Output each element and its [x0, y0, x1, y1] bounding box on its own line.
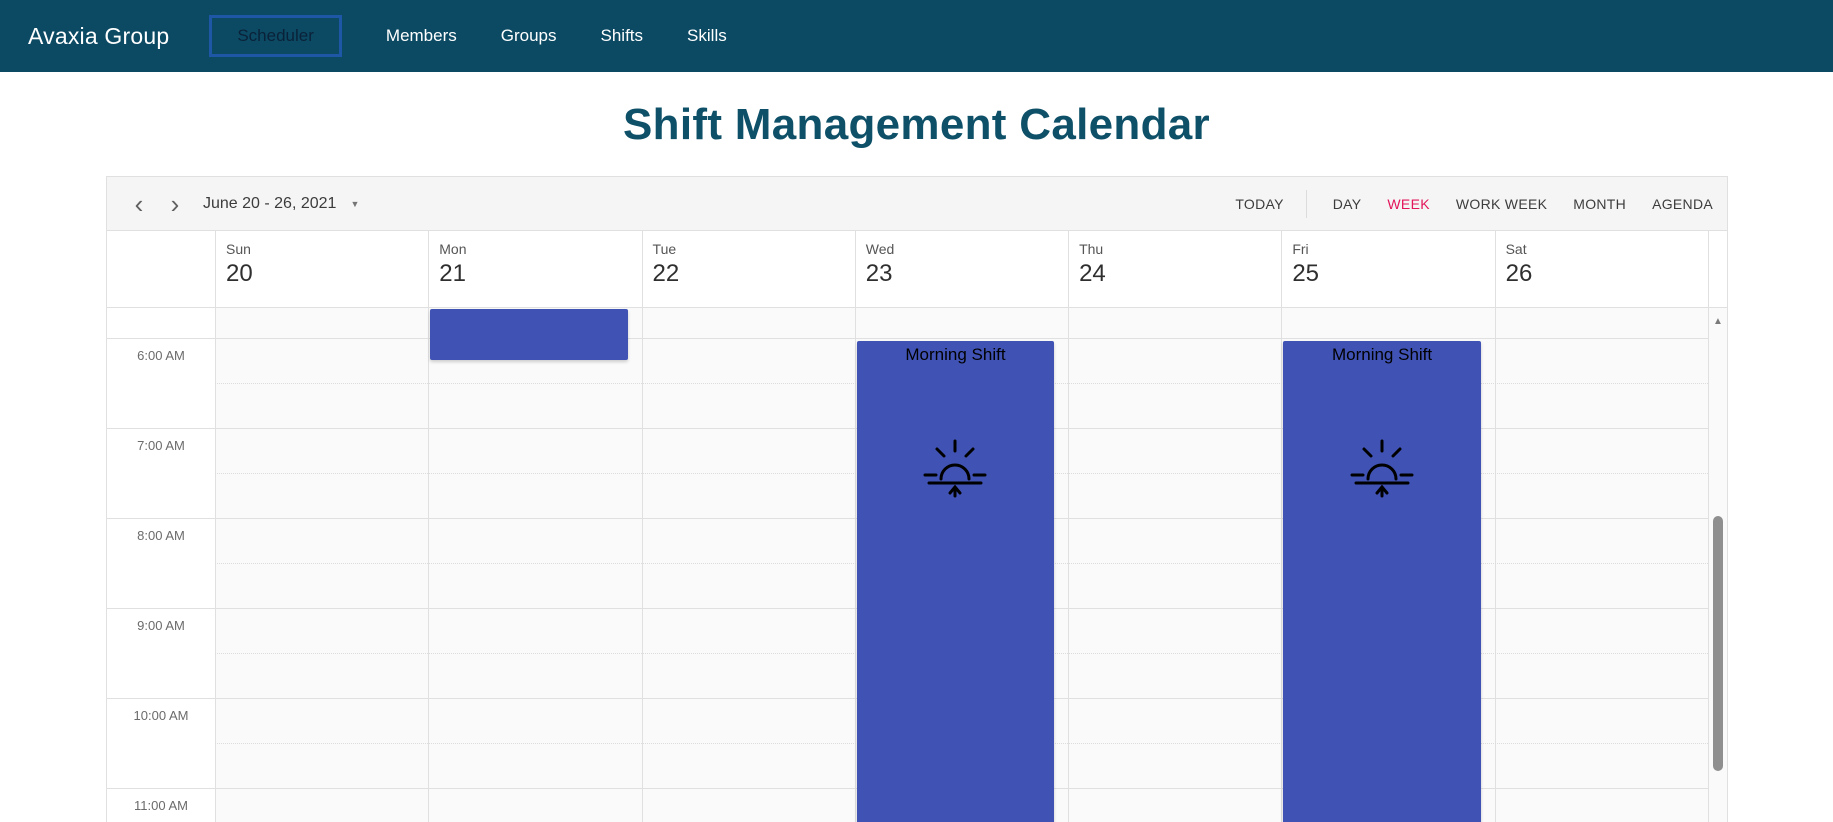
- day-name: Fri: [1292, 241, 1309, 257]
- day-header-row: Sun 20 Mon 21 Tue 22 Wed 23 Thu 24 Fri 25 Sat 26: [107, 231, 1727, 308]
- day-header-thu[interactable]: Thu 24: [1068, 231, 1281, 307]
- nav-item-groups[interactable]: Groups: [500, 26, 557, 45]
- header-gutter: [107, 231, 215, 307]
- chevron-right-icon: ›: [170, 188, 180, 219]
- brand-title: Avaxia Group: [28, 22, 170, 49]
- day-number: 25: [1292, 260, 1320, 287]
- scheduler-toolbar: ‹ › June 20 - 26, 2021 ▼ TODAY DAY WEEK WOR…: [107, 177, 1727, 231]
- day-column-tue[interactable]: [641, 308, 855, 822]
- hour-line: [107, 338, 1708, 339]
- day-header-wed[interactable]: Wed 23: [854, 231, 1068, 307]
- day-number: 21: [439, 260, 466, 287]
- event-title: Morning Shift: [1331, 345, 1433, 364]
- time-label: 8:00 AM: [137, 528, 185, 543]
- day-number: 23: [865, 260, 893, 287]
- sunrise-icon: [917, 433, 993, 504]
- time-label: 6:00 AM: [137, 348, 185, 363]
- header-scrollbar-spacer: [1707, 231, 1727, 307]
- day-number: 24: [1079, 260, 1106, 287]
- view-work-week-button[interactable]: WORK WEEK: [1456, 192, 1547, 216]
- scheduler: ‹ › June 20 - 26, 2021 ▼ TODAY DAY WEEK WOR…: [106, 176, 1728, 822]
- nav-item-skills[interactable]: Skills: [687, 26, 727, 45]
- view-day-button[interactable]: DAY: [1333, 192, 1362, 216]
- day-name: Thu: [1079, 241, 1104, 257]
- day-header-sat[interactable]: Sat 26: [1494, 231, 1708, 307]
- prev-week-button[interactable]: ‹: [121, 186, 157, 222]
- time-label: 11:00 AM: [134, 798, 188, 813]
- time-label: 7:00 AM: [137, 438, 185, 453]
- day-header-fri[interactable]: Fri 25: [1281, 231, 1494, 307]
- event-morning-shift[interactable]: Morning Shift: [856, 341, 1055, 822]
- top-navbar: Avaxia Group Scheduler Members Groups Shift…: [0, 0, 1833, 72]
- view-month-button[interactable]: MONTH: [1573, 192, 1626, 216]
- time-label: 10:00 AM: [133, 708, 189, 723]
- nav-items: Scheduler Members Groups Shifts Skills: [209, 15, 727, 57]
- day-header-sun[interactable]: Sun 20: [215, 231, 428, 307]
- day-name: Sun: [226, 241, 251, 257]
- date-range-picker[interactable]: June 20 - 26, 2021 ▼: [203, 195, 359, 213]
- day-number: 20: [226, 260, 253, 287]
- day-number: 22: [652, 260, 680, 287]
- day-column-thu[interactable]: [1068, 308, 1282, 822]
- day-header-tue[interactable]: Tue 22: [641, 231, 855, 307]
- toolbar-divider: [1305, 189, 1307, 218]
- day-column-sun[interactable]: [215, 308, 429, 822]
- scrollbar-thumb[interactable]: [1713, 516, 1723, 771]
- event-morning-shift[interactable]: Morning Shift: [1283, 341, 1481, 822]
- date-range-label: June 20 - 26, 2021: [203, 194, 337, 212]
- event-title: Morning Shift: [905, 345, 1006, 364]
- vertical-scrollbar[interactable]: ▲: [1708, 308, 1727, 822]
- nav-item-members[interactable]: Members: [385, 26, 457, 45]
- view-buttons: TODAY DAY WEEK WORK WEEK MONTH AGENDA: [1209, 189, 1713, 218]
- day-column-mon[interactable]: [428, 308, 642, 822]
- nav-item-scheduler[interactable]: Scheduler: [209, 15, 342, 57]
- day-number: 26: [1505, 260, 1533, 287]
- day-name: Wed: [865, 241, 895, 257]
- time-label: 9:00 AM: [137, 618, 185, 633]
- sunrise-icon: [1344, 433, 1420, 504]
- day-name: Tue: [652, 241, 677, 257]
- view-today-button[interactable]: TODAY: [1235, 192, 1283, 216]
- caret-down-icon: ▼: [350, 198, 360, 209]
- day-column-sat[interactable]: [1494, 308, 1708, 822]
- day-name: Mon: [439, 241, 467, 257]
- event-block[interactable]: [430, 309, 628, 360]
- chevron-left-icon: ‹: [134, 188, 144, 219]
- view-agenda-button[interactable]: AGENDA: [1652, 192, 1713, 216]
- calendar-grid: 6:00 AM 7:00 AM 8:00 AM 9:00 AM 10:00 AM 11:0…: [107, 308, 1727, 822]
- view-week-button[interactable]: WEEK: [1387, 192, 1429, 216]
- page-title: Shift Management Calendar: [623, 100, 1210, 149]
- next-week-button[interactable]: ›: [157, 186, 193, 222]
- day-header-mon[interactable]: Mon 21: [428, 231, 641, 307]
- day-name: Sat: [1505, 241, 1527, 257]
- nav-item-shifts[interactable]: Shifts: [600, 26, 644, 45]
- scroll-up-arrow-icon[interactable]: ▲: [1713, 316, 1723, 327]
